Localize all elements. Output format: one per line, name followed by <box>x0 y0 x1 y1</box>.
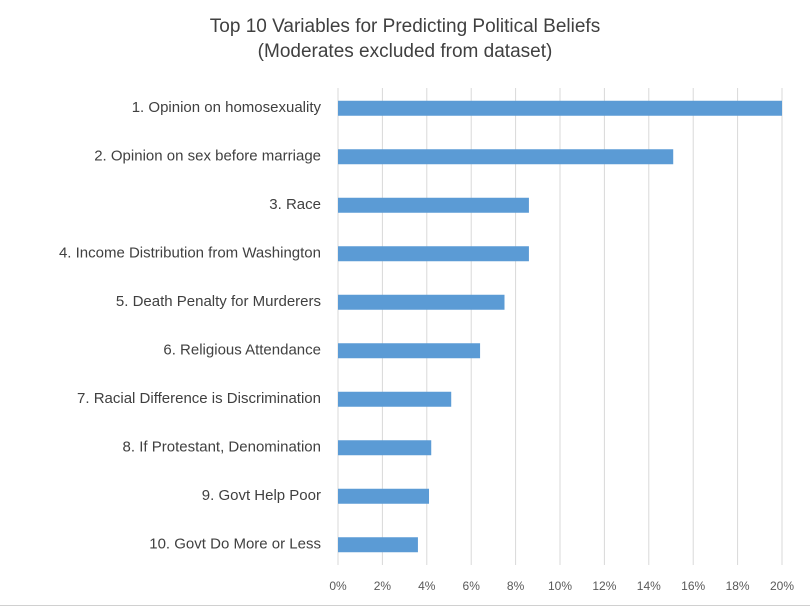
y-tick-label: 3. Race <box>269 196 321 213</box>
x-tick-label: 10% <box>548 579 572 593</box>
x-tick-label: 0% <box>329 579 347 593</box>
x-tick-label: 8% <box>507 579 525 593</box>
x-tick-label: 12% <box>592 579 616 593</box>
y-tick-label: 5. Death Penalty for Murderers <box>116 293 321 310</box>
y-tick-label: 8. If Protestant, Denomination <box>123 439 321 456</box>
x-tick-label: 20% <box>770 579 794 593</box>
bar <box>338 149 674 165</box>
bar <box>338 391 452 407</box>
bar <box>338 537 418 553</box>
y-tick-label: 6. Religious Attendance <box>163 342 321 359</box>
x-tick-label: 18% <box>726 579 750 593</box>
chart-subtitle: (Moderates excluded from dataset) <box>258 41 553 62</box>
bar <box>338 488 430 504</box>
y-tick-label: 7. Racial Difference is Discrimination <box>77 390 321 407</box>
y-tick-label: 1. Opinion on homosexuality <box>132 99 322 116</box>
chart-title: Top 10 Variables for Predicting Politica… <box>210 16 600 37</box>
x-tick-label: 6% <box>463 579 481 593</box>
bar <box>338 440 432 456</box>
bar <box>338 246 529 262</box>
x-tick-label: 4% <box>418 579 436 593</box>
y-tick-label: 2. Opinion on sex before marriage <box>94 148 321 165</box>
x-tick-label: 14% <box>637 579 661 593</box>
y-tick-label: 9. Govt Help Poor <box>202 487 321 504</box>
x-tick-label: 16% <box>681 579 705 593</box>
bar <box>338 100 782 116</box>
bar <box>338 294 505 310</box>
x-tick-label: 2% <box>374 579 392 593</box>
y-tick-label: 4. Income Distribution from Washington <box>59 245 321 262</box>
y-tick-label: 10. Govt Do More or Less <box>149 536 321 553</box>
bar <box>338 343 481 359</box>
bar <box>338 197 529 213</box>
